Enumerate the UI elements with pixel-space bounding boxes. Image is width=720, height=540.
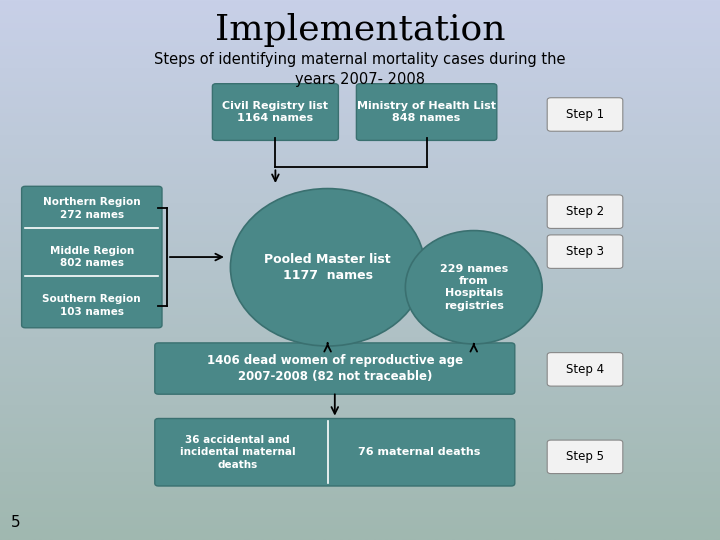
Text: Step 1: Step 1	[566, 108, 604, 121]
Text: Southern Region
103 names: Southern Region 103 names	[42, 294, 141, 317]
FancyBboxPatch shape	[155, 343, 515, 394]
Text: Step 2: Step 2	[566, 205, 604, 218]
Text: Step 3: Step 3	[566, 245, 604, 258]
Text: Steps of identifying maternal mortality cases during the
years 2007- 2008: Steps of identifying maternal mortality …	[154, 52, 566, 86]
Text: Northern Region
272 names: Northern Region 272 names	[43, 197, 140, 220]
Text: 36 accidental and
incidental maternal
deaths: 36 accidental and incidental maternal de…	[180, 435, 295, 470]
Ellipse shape	[230, 188, 425, 346]
Text: Step 4: Step 4	[566, 363, 604, 376]
Text: Civil Registry list
1164 names: Civil Registry list 1164 names	[222, 101, 328, 123]
FancyBboxPatch shape	[212, 84, 338, 140]
FancyBboxPatch shape	[547, 235, 623, 268]
Text: Step 5: Step 5	[566, 450, 604, 463]
Text: 229 names
from
Hospitals
registries: 229 names from Hospitals registries	[440, 264, 508, 311]
Text: 76 maternal deaths: 76 maternal deaths	[359, 447, 480, 457]
Text: Ministry of Health List
848 names: Ministry of Health List 848 names	[357, 101, 496, 123]
Text: 1406 dead women of reproductive age
2007-2008 (82 not traceable): 1406 dead women of reproductive age 2007…	[207, 354, 463, 383]
FancyBboxPatch shape	[547, 440, 623, 474]
FancyBboxPatch shape	[547, 98, 623, 131]
Text: Implementation: Implementation	[215, 13, 505, 46]
FancyBboxPatch shape	[22, 186, 162, 328]
FancyBboxPatch shape	[155, 418, 515, 486]
FancyBboxPatch shape	[547, 195, 623, 228]
Text: Pooled Master list
1177  names: Pooled Master list 1177 names	[264, 253, 391, 282]
Ellipse shape	[405, 231, 542, 344]
FancyBboxPatch shape	[356, 84, 497, 140]
FancyBboxPatch shape	[547, 353, 623, 386]
Text: 5: 5	[11, 515, 20, 530]
Text: Middle Region
802 names: Middle Region 802 names	[50, 246, 134, 268]
